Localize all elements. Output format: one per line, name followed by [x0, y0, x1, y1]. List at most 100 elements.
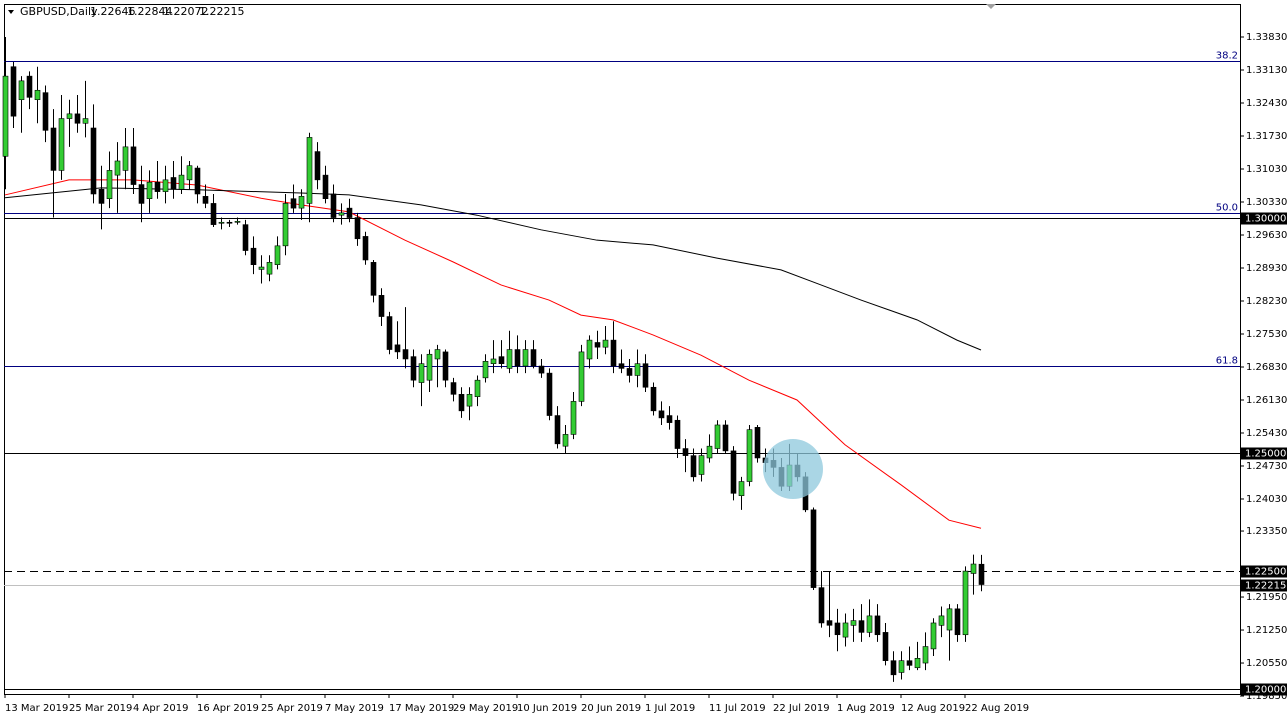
x-tick-label: 10 Jun 2019: [517, 703, 577, 714]
x-tick-label: 20 Jun 2019: [581, 703, 641, 714]
candle-body: [298, 196, 305, 209]
moving-average: [4, 187, 982, 351]
candle-body: [386, 316, 393, 350]
candle-body: [618, 363, 625, 369]
price-label-box: [1241, 212, 1287, 225]
candle-body: [402, 349, 409, 360]
x-tick-label: 22 Jul 2019: [773, 703, 830, 714]
candle-body: [250, 247, 257, 265]
x-tick-label: 4 Apr 2019: [133, 703, 188, 714]
candle-body: [930, 622, 937, 650]
candle-body: [306, 137, 313, 204]
candle-body: [218, 221, 225, 224]
price-label-box: [1241, 565, 1287, 578]
candle-body: [434, 349, 441, 360]
shift-marker[interactable]: [986, 4, 996, 9]
y-tick-label: 1.25430: [1246, 428, 1287, 439]
candle-body: [754, 427, 761, 459]
candle-body: [962, 570, 969, 636]
y-tick-label: 1.21250: [1246, 625, 1287, 636]
x-tick-label: 22 Aug 2019: [965, 703, 1029, 714]
candle-body: [466, 394, 473, 407]
candle-body: [474, 379, 481, 397]
candle-body: [698, 455, 705, 475]
candle-body: [98, 188, 105, 204]
x-tick-label: 11 Jul 2019: [709, 703, 766, 714]
candle-body: [370, 262, 377, 296]
moving-average: [4, 179, 982, 529]
candle-body: [18, 80, 25, 101]
candle-body: [146, 181, 153, 199]
candle-body: [490, 358, 497, 364]
y-tick-label: 1.19850: [1246, 691, 1287, 702]
candle-body: [58, 118, 65, 171]
candle-body: [322, 174, 329, 199]
x-tick-label: 1 Jul 2019: [645, 703, 695, 714]
y-tick-label: 1.21950: [1246, 592, 1287, 603]
candle-body: [610, 339, 617, 367]
candle-body: [642, 363, 649, 388]
menu-arrow[interactable]: [8, 10, 14, 14]
candle-body: [954, 608, 961, 636]
candle-body: [850, 620, 857, 626]
candle-body: [90, 127, 97, 195]
candle-body: [890, 660, 897, 676]
candle-body: [970, 563, 977, 574]
candle-body: [394, 344, 401, 353]
candle-body: [842, 622, 849, 638]
y-tick-label: 1.26830: [1246, 362, 1287, 373]
fib-level-label: 50.0: [1216, 203, 1238, 214]
y-tick-label: 1.30330: [1246, 197, 1287, 208]
candle-body: [194, 167, 201, 195]
price-label: 1.30000: [1245, 214, 1286, 225]
candle-body: [266, 262, 273, 275]
plot-frame: [4, 4, 1241, 695]
candle-body: [450, 382, 457, 395]
candle-body: [314, 151, 321, 181]
y-tick-label: 1.24730: [1246, 461, 1287, 472]
candle-body: [570, 401, 577, 435]
candle-body: [834, 622, 841, 636]
y-tick-label: 1.26130: [1246, 395, 1287, 406]
candle-body: [866, 615, 873, 633]
candle-body: [426, 353, 433, 381]
candle-body: [714, 424, 721, 449]
x-tick-label: 12 Aug 2019: [901, 703, 965, 714]
y-tick-label: 1.29630: [1246, 230, 1287, 241]
candle-body: [42, 92, 49, 131]
candle-body: [74, 113, 81, 124]
candle-body: [538, 365, 545, 374]
candle-body: [658, 410, 665, 419]
candle-body: [130, 146, 137, 185]
candle-body: [234, 221, 241, 223]
candle-body: [242, 224, 249, 251]
y-tick-label: 1.33130: [1246, 65, 1287, 76]
candle-body: [290, 198, 297, 209]
candle-body: [82, 118, 89, 124]
price-label: 1.22500: [1245, 567, 1286, 578]
candle-body: [666, 415, 673, 423]
candle-body: [938, 615, 945, 626]
candle-body: [362, 236, 369, 261]
candle-body: [2, 75, 9, 157]
candle-body: [482, 361, 489, 379]
candle-body: [818, 587, 825, 624]
candle-body: [274, 245, 281, 265]
candle-body: [562, 434, 569, 447]
y-tick-label: 1.24030: [1246, 494, 1287, 505]
candle-body: [178, 174, 185, 190]
candle-body: [506, 349, 513, 369]
x-tick-label: 13 Mar 2019: [5, 703, 68, 714]
axis-overlay: 1.33830 1.33130 1.32430 1.31730 1.31030 1.303…: [4, 32, 1287, 714]
candle-body: [50, 127, 57, 171]
y-tick-label: 1.31730: [1246, 131, 1287, 142]
candle-body: [738, 481, 745, 496]
x-tick-label: 16 Apr 2019: [197, 703, 259, 714]
candle-body: [674, 419, 681, 449]
candle-body: [170, 177, 177, 190]
y-tick-label: 1.33830: [1246, 32, 1287, 43]
candle-body: [106, 170, 113, 199]
candle-body: [810, 509, 817, 588]
